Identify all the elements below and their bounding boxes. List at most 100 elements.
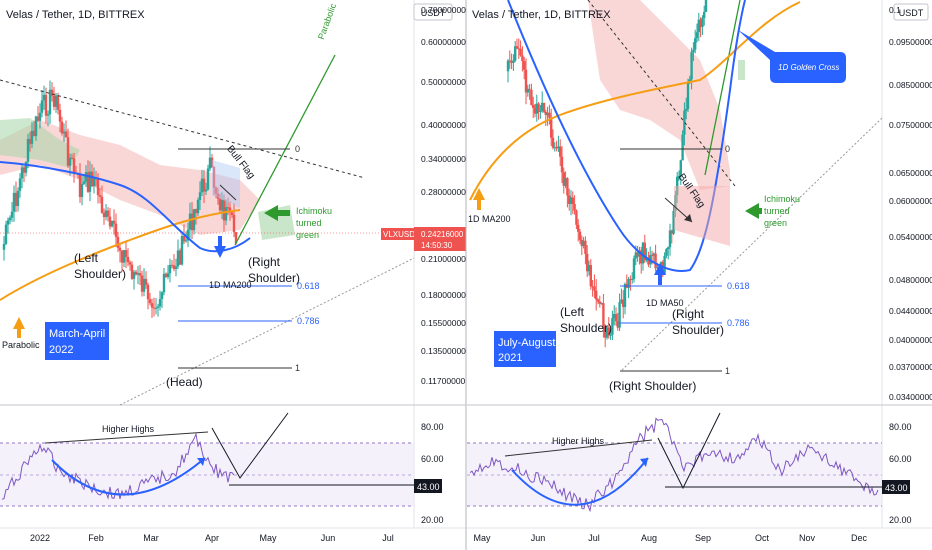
right-time-tick: Dec — [851, 533, 868, 543]
right-candle-body — [519, 48, 522, 56]
right-ichimoku-2: turned — [764, 206, 790, 216]
left-price-axis: 0.70000000 0.60000000 0.50000000 0.40000000… — [421, 5, 466, 386]
left-rsi-tick-60: 60.00 — [421, 454, 444, 464]
right-ichimoku-1: Ichimoku — [764, 194, 800, 204]
right-fib-0618-label: 0.618 — [727, 281, 750, 291]
left-candle-body — [96, 178, 100, 195]
left-candle-body — [162, 273, 166, 293]
left-candle-body — [198, 192, 202, 200]
right-higher-highs-line — [504, 439, 653, 457]
right-ma50-line — [507, 0, 746, 272]
left-orange-arrow — [13, 317, 25, 338]
right-candle-body — [692, 49, 695, 53]
right-price-tick: 0.04800000 — [889, 275, 932, 285]
left-candle-body — [184, 240, 188, 242]
right-candle-body — [544, 111, 547, 116]
right-candle-body — [631, 278, 634, 280]
right-candle-body — [550, 117, 553, 138]
right-fib-0-label: 0 — [725, 144, 730, 154]
right-candle-body — [542, 102, 546, 112]
right-candle-body — [650, 255, 654, 257]
left-fib-0786-label: 0.786 — [297, 316, 320, 326]
right-chart-panel: 0 0.618 0.786 1 Velas / Tether, 1D, BITT… — [467, 0, 932, 543]
right-right-shoulder-2: Shoulder) — [672, 323, 724, 337]
left-candle-body — [188, 213, 192, 230]
left-candle-body — [36, 116, 40, 121]
left-symbol-text: VLXUSDT — [383, 230, 420, 239]
left-rsi-line — [1, 432, 235, 500]
right-rsi-tick-80: 80.00 — [889, 422, 912, 432]
left-candle-body — [98, 194, 102, 197]
right-candle-body — [595, 290, 598, 300]
left-period-line-2: 2022 — [49, 344, 73, 356]
left-time-tick: May — [259, 533, 277, 543]
right-candle-body — [512, 60, 515, 63]
left-candle-body — [110, 220, 114, 227]
right-candle-body — [541, 102, 544, 111]
right-candle-body — [535, 103, 538, 114]
left-candle-body — [92, 177, 96, 187]
right-candle-body — [562, 172, 565, 186]
right-candle-body — [663, 255, 666, 274]
left-candle-body — [26, 138, 30, 162]
right-candle-body — [609, 334, 612, 336]
left-candle-body — [134, 271, 138, 275]
left-candle-body — [10, 211, 14, 218]
left-dotted-support — [119, 257, 415, 406]
right-candle-body — [568, 195, 571, 204]
right-candle-body — [524, 69, 528, 93]
right-price-tick: 0.04000000 — [889, 335, 932, 345]
right-candle-body — [659, 262, 663, 268]
left-candle-body — [230, 212, 234, 215]
right-candle-body — [636, 252, 639, 257]
left-left-shoulder-1: (Left — [74, 251, 99, 265]
left-candle-body — [118, 247, 122, 251]
right-candle-body — [526, 88, 529, 93]
left-candle-body — [186, 229, 190, 241]
right-candle-body — [634, 252, 637, 259]
right-candle-body — [677, 176, 681, 178]
right-candle-body — [506, 60, 510, 72]
right-candle-body — [614, 313, 618, 322]
left-bull-flag-shape — [212, 160, 240, 208]
left-candle-body — [222, 199, 226, 221]
left-candle-body — [166, 273, 170, 277]
left-candle-body — [38, 112, 42, 121]
right-candle-body — [686, 82, 690, 109]
left-candle-body — [54, 95, 58, 107]
right-candle-body — [652, 253, 655, 256]
left-price-tick: 0.21000000 — [421, 254, 466, 264]
left-candle-body — [102, 212, 106, 218]
left-right-shoulder-1: (Right — [248, 255, 281, 269]
left-period-box — [45, 322, 109, 360]
right-golden-cross-text: 1D Golden Cross — [778, 63, 839, 72]
left-candle-body — [42, 94, 46, 101]
left-countdown-text: 14:50:30 — [421, 241, 453, 250]
right-rsi-band — [467, 443, 882, 506]
left-candle-body — [16, 190, 20, 207]
right-candle-body — [551, 137, 555, 148]
left-rsi-tick-20: 20.00 — [421, 515, 444, 525]
right-candle-body — [523, 61, 526, 70]
left-candle-body — [144, 278, 148, 285]
right-left-shoulder-2: Shoulder) — [560, 321, 612, 335]
right-rsi-projection — [657, 412, 721, 490]
right-candle-body — [620, 299, 623, 303]
left-candle-body — [154, 307, 158, 309]
right-rsi-tick-60: 60.00 — [889, 454, 912, 464]
right-candle-body — [517, 48, 520, 50]
right-candle-body — [584, 240, 587, 254]
left-price-tag — [414, 227, 466, 251]
right-price-tick: 0.04400000 — [889, 306, 932, 316]
right-green-arrow — [745, 203, 762, 219]
right-rsi-curve-arrowhead — [640, 458, 648, 467]
right-bull-flag-shape — [674, 186, 730, 246]
right-candle-body — [641, 242, 645, 264]
left-candle-body — [82, 181, 86, 184]
right-candle-body — [578, 231, 582, 240]
right-candle-body — [539, 110, 542, 112]
left-candle-body — [208, 157, 212, 169]
left-candle-body — [70, 157, 74, 159]
right-candle-body — [528, 88, 531, 90]
right-candle-body — [632, 258, 636, 279]
